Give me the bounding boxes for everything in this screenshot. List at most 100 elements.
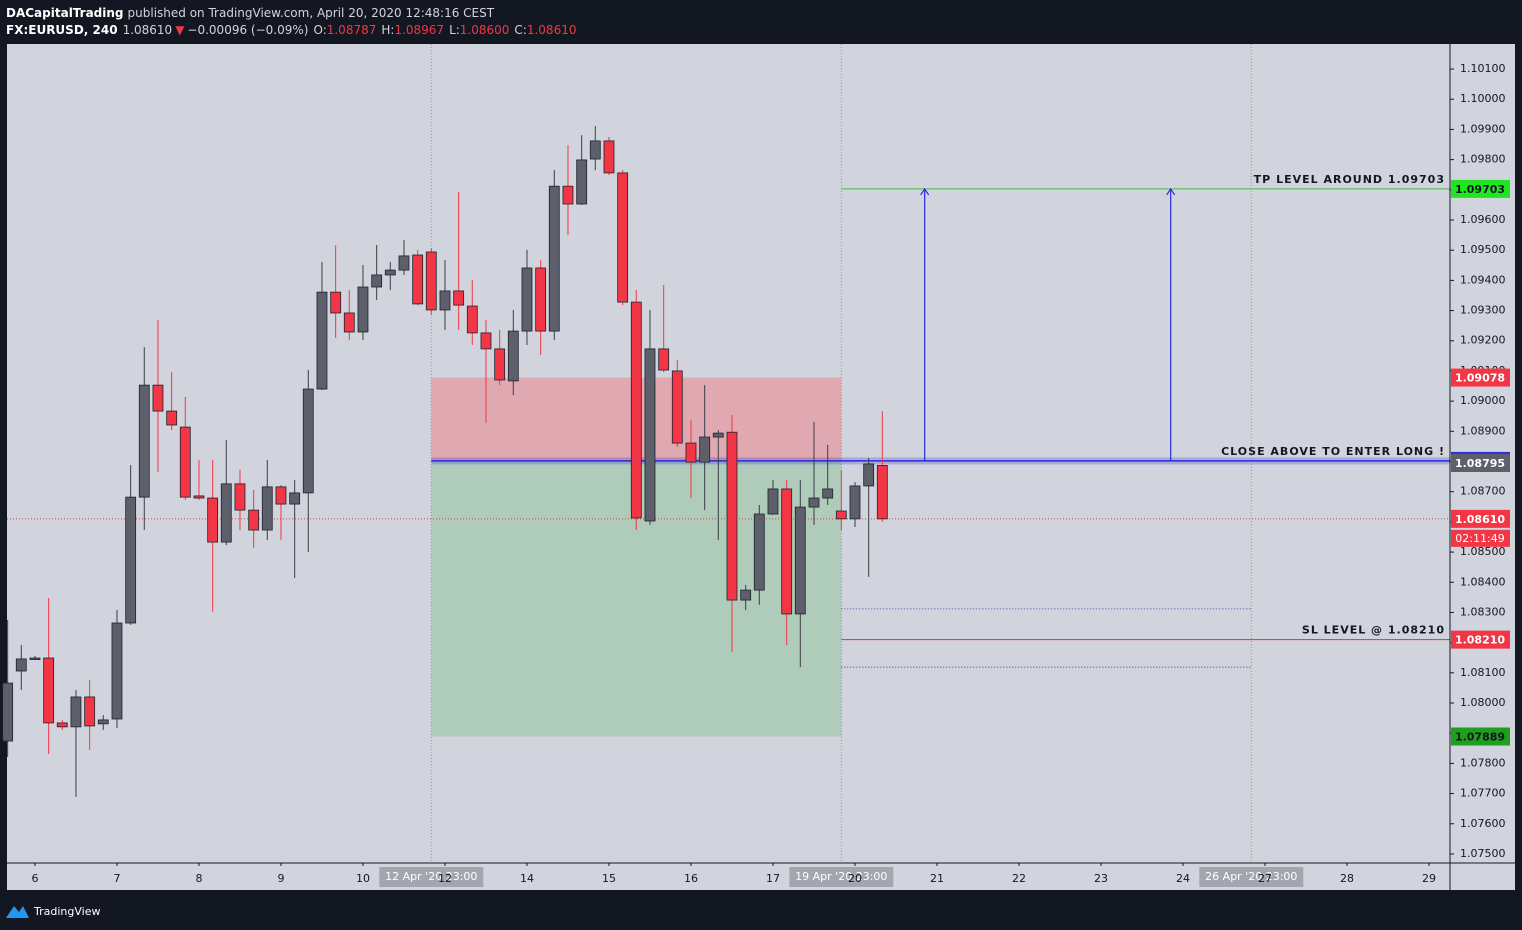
candle-body — [603, 140, 615, 174]
time-marker-label: 26 Apr '20 23:00 — [1205, 870, 1297, 883]
y-tick-label: 1.09200 — [1460, 334, 1506, 347]
candle-body — [412, 254, 424, 305]
y-tick-label: 1.09600 — [1460, 213, 1506, 226]
arrow: ▼ — [175, 23, 185, 37]
price-badge-label: 1.09078 — [1455, 372, 1505, 385]
x-tick-label: 14 — [520, 872, 534, 885]
candle-body — [330, 291, 342, 314]
h: 1.08967 — [394, 23, 444, 37]
candle-body — [43, 657, 55, 724]
change: −0.00096 (−0.09%) — [187, 23, 308, 37]
candle-body — [425, 251, 437, 311]
y-tick-label: 1.09900 — [1460, 122, 1506, 135]
price-badge — [1451, 368, 1510, 387]
candle-body — [712, 432, 724, 438]
candle-body — [849, 485, 861, 520]
candle-body — [494, 348, 506, 381]
candle-body — [699, 436, 711, 463]
price-badge-label: 1.07889 — [1455, 731, 1505, 744]
x-tick-label: 8 — [195, 872, 202, 885]
candle-body — [275, 486, 287, 505]
candle-body — [753, 513, 765, 591]
y-tick-label: 1.09400 — [1460, 273, 1506, 286]
y-tick-label: 1.10000 — [1460, 92, 1506, 105]
y-tick-label: 1.07700 — [1460, 787, 1506, 800]
candle-body — [562, 185, 574, 205]
price-badge — [1451, 509, 1510, 528]
plot-layer: CLOSE ABOVE TO ENTER LONG ! TP LEVEL AROU… — [2, 44, 1515, 890]
candle-body — [371, 274, 383, 288]
candle-body — [521, 267, 533, 332]
x-tick-label: 15 — [602, 872, 616, 885]
y-tick-label: 1.09000 — [1460, 394, 1506, 407]
candle-body — [781, 488, 793, 615]
candle-body — [207, 497, 219, 543]
h-label: H: — [381, 23, 394, 37]
x-tick-label: 17 — [766, 872, 780, 885]
candle-body — [56, 722, 68, 728]
candle-body — [630, 301, 642, 519]
candle-body — [658, 348, 670, 371]
candle-body — [2, 682, 14, 742]
y-tick-label: 1.08000 — [1460, 696, 1506, 709]
candle-body — [685, 442, 697, 463]
candle-body — [808, 497, 820, 508]
y-tick-label: 1.08300 — [1460, 605, 1506, 618]
candle-body — [316, 291, 328, 390]
x-tick-label: 9 — [277, 872, 284, 885]
candle-body — [767, 488, 779, 515]
price-badge — [1451, 179, 1510, 198]
x-tick-label: 28 — [1340, 872, 1354, 885]
candle-body — [671, 370, 683, 444]
price-badge — [1451, 454, 1510, 473]
c: 1.08610 — [527, 23, 577, 37]
l-label: L: — [449, 23, 460, 37]
y-tick-label: 1.07600 — [1460, 817, 1506, 830]
y-tick-label: 1.10100 — [1460, 62, 1506, 75]
candle-body — [863, 463, 875, 487]
y-tick-label: 1.07800 — [1460, 756, 1506, 769]
candle-body — [152, 384, 164, 412]
y-tick-label: 1.09500 — [1460, 243, 1506, 256]
candle-body — [261, 486, 273, 531]
candle-body — [138, 384, 150, 498]
countdown-badge — [1451, 529, 1510, 547]
candle-body — [439, 290, 451, 311]
candle-body — [289, 492, 301, 505]
level-label: CLOSE ABOVE TO ENTER LONG ! — [1221, 445, 1445, 458]
price-badge-label: 1.08610 — [1455, 513, 1505, 526]
candle-body — [453, 290, 465, 306]
candle-body — [125, 496, 137, 624]
header-line: DACapitalTrading published on TradingView… — [6, 6, 495, 20]
candle-body — [576, 159, 588, 205]
published: published on TradingView.com, April 20, … — [128, 6, 495, 20]
candle-body — [84, 696, 96, 727]
arrow-head — [920, 187, 930, 196]
y-tick-label: 1.08500 — [1460, 545, 1506, 558]
countdown: 02:11:49 — [1455, 532, 1504, 545]
candle-body — [589, 140, 601, 160]
level-label: TP LEVEL AROUND 1.09703 — [1254, 173, 1445, 186]
x-tick-label: 6 — [31, 872, 38, 885]
x-tick-label: 27 — [1258, 872, 1272, 885]
author: DACapitalTrading — [6, 6, 124, 20]
candle-body — [193, 495, 205, 499]
candle-body — [248, 509, 260, 531]
y-tick-label: 1.08700 — [1460, 485, 1506, 498]
level-label: SL LEVEL @ 1.08210 — [1302, 624, 1445, 637]
candle-body — [548, 185, 560, 332]
time-marker-box — [789, 867, 894, 887]
y-tick-label: 1.09800 — [1460, 153, 1506, 166]
candle-body — [357, 286, 369, 333]
candle-body — [398, 255, 410, 271]
x-tick-label: 10 — [356, 872, 370, 885]
time-marker-label: 19 Apr '20 23:00 — [795, 870, 887, 883]
logo — [6, 906, 29, 918]
candle-body — [466, 305, 478, 334]
candle-body — [794, 506, 806, 615]
candle-body — [111, 622, 123, 720]
candle-body — [822, 488, 834, 499]
x-tick-label: 22 — [1012, 872, 1026, 885]
candle-body — [234, 483, 246, 511]
